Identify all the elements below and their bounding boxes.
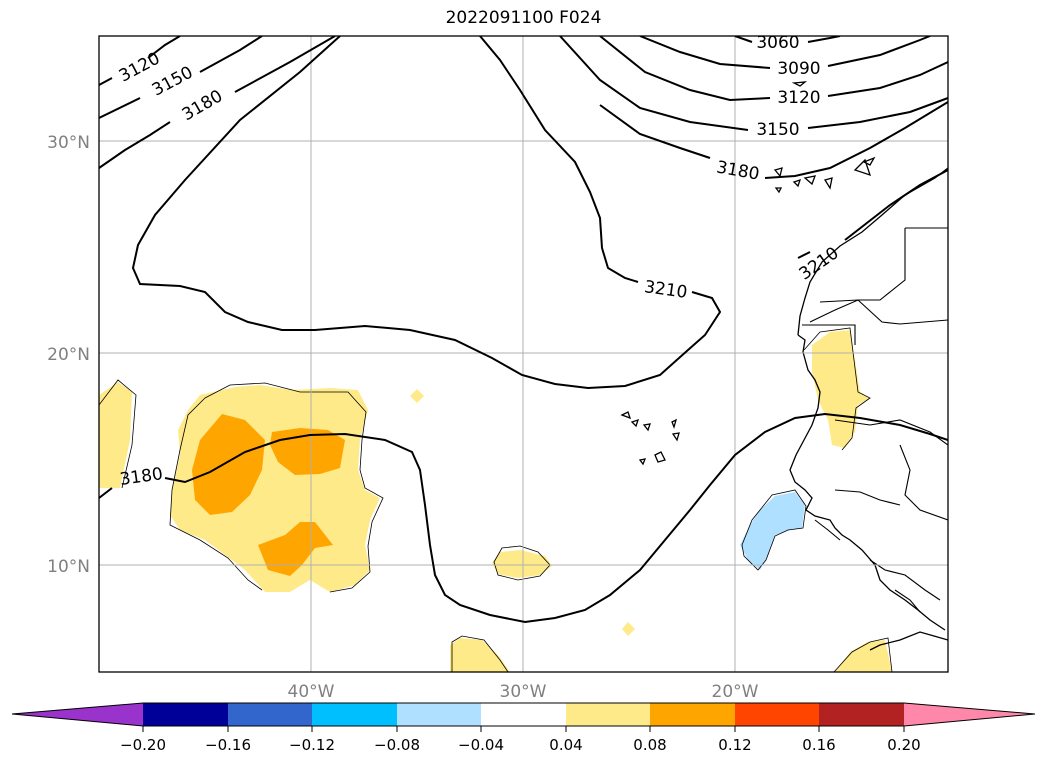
outline-south-east [833, 637, 893, 672]
contour-label-3210-center: 3210 [643, 277, 689, 303]
shade-yellow-spot-3 [622, 622, 635, 636]
colorbar-bin-3 [312, 703, 397, 726]
lat-label-30n: 30°N [47, 133, 90, 153]
shade-yellow-south-east [835, 640, 892, 672]
contour-label-3180-south: 3180 [118, 464, 164, 490]
lon-label-30w: 30°W [500, 682, 547, 702]
borders-layer [802, 227, 948, 613]
shade-orange-south [258, 522, 333, 576]
contour-3120-nw [99, 36, 181, 86]
shade-orange-east [270, 428, 345, 475]
colorbar-tick-label: 0.20 [887, 736, 920, 754]
outline-central-blob-west [169, 397, 263, 591]
lon-label-40w: 40°W [288, 682, 335, 702]
contour-3180-south [99, 412, 948, 624]
border-west-africa-5 [814, 519, 841, 541]
outline-lightblue [741, 489, 807, 571]
border-west-africa-3 [869, 559, 941, 601]
contour-3210-ne [797, 169, 948, 259]
shade-yellow-spot-2 [492, 550, 552, 578]
coast-south-africa-edge [869, 631, 948, 651]
shading-outline-layer [99, 327, 893, 672]
border-west-africa-1 [899, 444, 948, 521]
outline-south-center [451, 635, 509, 672]
coast-mauritania-west-africa [789, 334, 946, 631]
contour-label-3060: 3060 [756, 33, 799, 53]
colorbar-tick-label: 0.04 [549, 736, 582, 754]
shade-yellow-african-coast [812, 330, 870, 448]
colorbar-bin-7 [650, 703, 735, 726]
map-frame [98, 35, 949, 673]
shade-orange-west [192, 414, 265, 515]
colorbar-bin-6 [566, 703, 650, 726]
outline-african-coast [803, 327, 871, 451]
border-morocco-algeria [809, 227, 948, 323]
colorbar-bin-5 [481, 703, 566, 726]
colorbar-bin-1 [143, 703, 228, 726]
outline-west-edge [99, 379, 137, 489]
colorbar-tick-label: 0.12 [718, 736, 751, 754]
colorbar-bin-2 [228, 703, 312, 726]
lat-label-10n: 10°N [47, 557, 90, 577]
border-west-africa-2 [834, 489, 901, 506]
contour-3180-nw [99, 36, 336, 169]
colorbar-bin-8 [735, 703, 819, 726]
contour-3150-ne [559, 36, 948, 131]
lon-label-20w: 20°W [712, 682, 759, 702]
colorbar-bin-9 [819, 703, 904, 726]
colorbar: −0.20 −0.16 −0.12 −0.08 −0.04 0.04 0.08 … [11, 702, 1036, 754]
canary-islands [773, 81, 876, 194]
contour-label-3090: 3090 [777, 59, 820, 79]
contour-label-3180-ne: 3180 [715, 157, 761, 184]
contour-3180-main [131, 36, 722, 390]
cape-verde-islands [620, 411, 680, 466]
colorbar-tick-label: 0.08 [633, 736, 666, 754]
contour-label-3180-nw: 3180 [179, 86, 226, 125]
colorbar-tick-label: 0.16 [802, 736, 835, 754]
gridlines [99, 36, 948, 672]
contour-label-3150-ne: 3150 [756, 120, 799, 140]
shade-yellow-south-center [450, 638, 510, 672]
colorbar-ticks [142, 726, 905, 732]
colorbar-tick-label: −0.20 [120, 736, 166, 754]
contour-3150-nw [99, 36, 263, 119]
border-west-africa-4 [894, 589, 921, 613]
border-mauritania [802, 324, 856, 345]
shade-yellow-spot-1 [410, 389, 424, 403]
lat-label-20n: 20°N [47, 345, 90, 365]
outline-central-blob [204, 382, 384, 593]
shade-lightblue-senegal [740, 492, 805, 570]
contour-3180-ne-end [599, 104, 711, 159]
contour-label-3120-ne: 3120 [777, 88, 820, 108]
contour-3090-ne [639, 36, 931, 69]
border-western-sahara [819, 299, 948, 325]
shading-layer [99, 330, 892, 672]
contour-3120-ne [599, 36, 948, 102]
map-title: 2022091100 F024 [445, 8, 602, 28]
colorbar-tick-label: −0.12 [289, 736, 335, 754]
colorbar-bin-4 [397, 703, 481, 726]
colorbar-tick-label: −0.08 [374, 736, 420, 754]
colorbar-tick-label: −0.16 [205, 736, 251, 754]
colorbar-extend-high [904, 703, 1035, 726]
contour-3180-ne [764, 101, 948, 179]
colorbar-tick-label: −0.04 [458, 736, 504, 754]
height-contours [99, 36, 948, 624]
shade-yellow-west-edge [99, 382, 132, 488]
contour-3060-ne [734, 36, 841, 43]
colorbar-extend-low [12, 703, 143, 726]
